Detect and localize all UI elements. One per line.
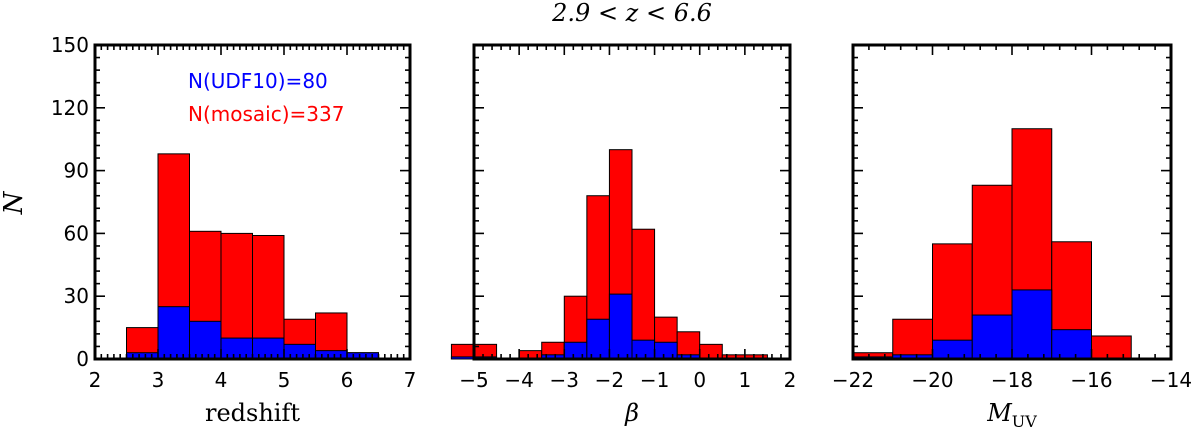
x-tick-label: 5: [278, 368, 291, 392]
x-tick-label: −1: [640, 368, 669, 392]
bar-udf10: [586, 318, 610, 360]
bar-mosaic: [1091, 335, 1132, 360]
bar-udf10: [654, 341, 678, 360]
x-tick-label: 1: [738, 368, 751, 392]
x-tick-label: 0: [693, 368, 706, 392]
bar-udf10: [252, 337, 285, 360]
x-axis-label: β: [624, 399, 639, 427]
legend: N(UDF10)=80 N(mosaic)=337: [188, 69, 344, 126]
legend-mosaic: N(mosaic)=337: [188, 102, 344, 126]
x-tick-label: −5: [459, 368, 488, 392]
y-tick-label: 30: [64, 284, 89, 308]
x-tick-label: −3: [550, 368, 579, 392]
x-tick-label: −16: [1070, 368, 1112, 392]
bar-mosaic: [892, 318, 933, 360]
y-tick-label: 0: [76, 347, 89, 371]
x-tick-label: −14: [1150, 368, 1192, 392]
bar-udf10: [608, 293, 633, 360]
y-tick-label: 150: [51, 33, 89, 57]
y-tick-label: 120: [51, 96, 89, 120]
x-tick-label: 2: [784, 368, 797, 392]
y-tick-label: 90: [64, 159, 89, 183]
x-axis-label: MUV: [986, 399, 1037, 431]
bar-udf10: [220, 337, 253, 360]
panel-muv: −22 −20 −18 −16 −14 MUV: [832, 43, 1192, 431]
x-tick-label: −2: [595, 368, 624, 392]
bar-udf10: [283, 343, 316, 360]
x-tick-label: −4: [504, 368, 533, 392]
x-tick-label: 2: [89, 368, 102, 392]
x-tick-label: 7: [404, 368, 417, 392]
x-axis-label-subscript: UV: [1012, 412, 1037, 431]
x-tick-label: 6: [341, 368, 354, 392]
panel-redshift: 2 3 4 5 6 7 0 30 60 90 120 150 redshift: [51, 33, 417, 427]
x-tick-label: 3: [152, 368, 165, 392]
panel-beta: −5 −4 −3 −2 −1 0 1 2 β: [450, 43, 797, 427]
bar-udf10: [932, 339, 973, 360]
bar-udf10: [1011, 289, 1053, 360]
bar-mosaic: [631, 228, 656, 360]
bar-udf10: [631, 339, 656, 360]
bar-udf10: [1051, 329, 1092, 360]
bar-udf10: [157, 306, 190, 360]
y-tick-label: 60: [64, 221, 89, 245]
legend-udf10: N(UDF10)=80: [188, 69, 328, 93]
bar-udf10: [563, 341, 588, 360]
x-tick-label: −22: [832, 368, 874, 392]
x-axis-label: redshift: [205, 399, 300, 427]
x-tick-label: −18: [991, 368, 1033, 392]
figure-title: 2.9 < z < 6.6: [551, 0, 712, 27]
y-axis-label: N: [0, 190, 29, 215]
x-tick-label: −20: [911, 368, 953, 392]
bar-udf10: [971, 314, 1013, 360]
bar-mosaic: [699, 343, 723, 360]
bar-udf10: [189, 320, 222, 360]
plot-frame: [472, 43, 792, 361]
x-tick-label: 4: [215, 368, 228, 392]
